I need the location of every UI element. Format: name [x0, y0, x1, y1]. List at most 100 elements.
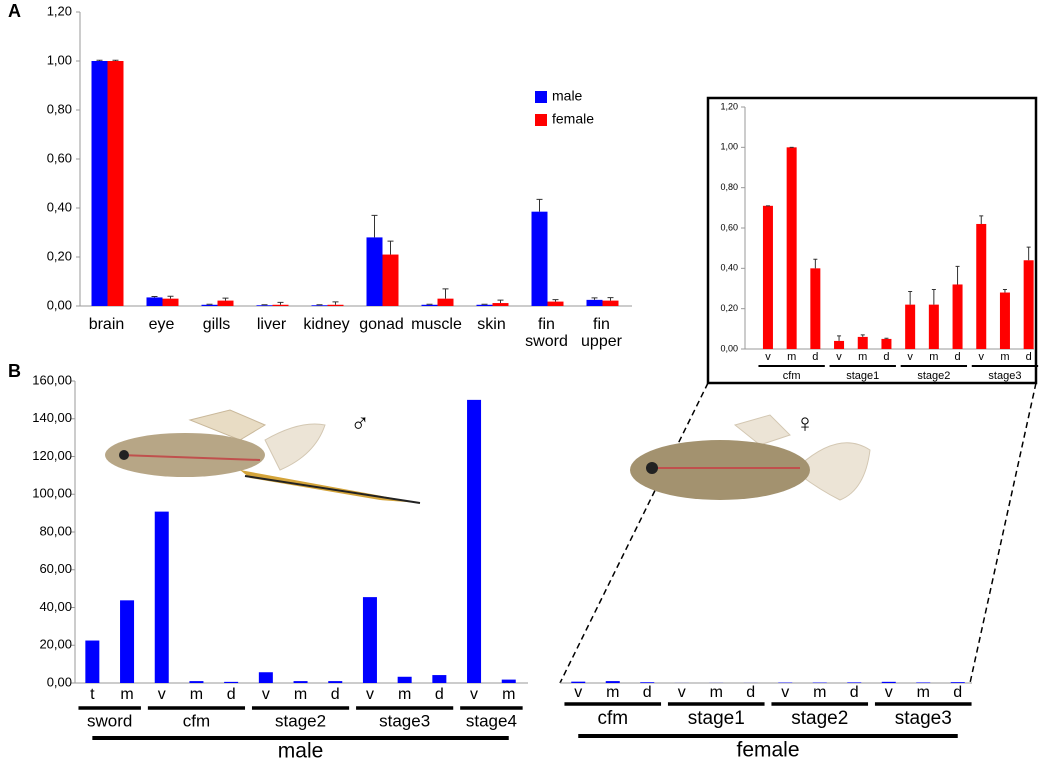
x-tick-label: m: [858, 351, 867, 363]
bar: [881, 681, 896, 683]
error-bar: [955, 265, 960, 285]
legend-label: female: [552, 111, 594, 127]
legend-label: male: [552, 88, 583, 104]
bar: [293, 681, 308, 683]
error-bar: [908, 291, 913, 305]
error-bar: [552, 299, 559, 302]
group-label: stage3: [895, 708, 952, 729]
bar: [928, 304, 939, 349]
group-label: stage4: [466, 711, 517, 730]
bar: [905, 304, 916, 349]
bar: [258, 672, 273, 683]
x-tick-label: gills: [202, 316, 231, 333]
x-tick-label: m: [787, 351, 796, 363]
bar: [881, 338, 892, 349]
x-tick-label: v: [158, 686, 166, 703]
y-tick-label: 0,60: [47, 150, 72, 165]
bar: [154, 511, 169, 683]
x-tick-label: v: [574, 684, 582, 701]
bar: [1023, 260, 1034, 349]
y-tick-label: 0,00: [720, 343, 738, 353]
error-bar: [813, 258, 818, 269]
bar: [382, 254, 399, 306]
x-tick-label: v: [979, 351, 985, 363]
error-bar: [96, 59, 103, 61]
legend-swatch: [535, 91, 547, 103]
error-bar: [371, 214, 378, 238]
group-label: stage1: [846, 370, 879, 382]
y-tick-label: 1,20: [720, 101, 738, 111]
y-tick-label: 0,00: [47, 297, 72, 312]
x-tick-label: v: [765, 351, 771, 363]
error-bar: [1002, 289, 1007, 293]
bar: [224, 681, 239, 683]
bar: [366, 237, 383, 306]
bar: [91, 61, 108, 306]
group-label: cfm: [183, 711, 210, 730]
error-bar: [860, 334, 865, 337]
error-bar: [387, 240, 394, 255]
x-tick-label: t: [90, 686, 95, 703]
bar: [327, 304, 344, 306]
group-label: stage2: [791, 708, 848, 729]
bar: [311, 305, 328, 306]
error-bar: [442, 288, 449, 299]
zoom-line: [969, 382, 1037, 684]
bar: [201, 304, 218, 306]
x-tick-label: fin upper: [581, 316, 622, 350]
error-bar: [497, 299, 504, 304]
bar: [810, 268, 821, 349]
x-tick-label: gonad: [359, 316, 404, 333]
bar: [834, 340, 845, 349]
error-bar: [222, 297, 229, 301]
x-tick-label: v: [907, 351, 913, 363]
y-tick-label: 60,00: [39, 561, 72, 576]
bar: [120, 600, 135, 683]
zoom-line: [559, 382, 709, 684]
bar: [501, 679, 516, 683]
error-bar: [167, 295, 174, 299]
x-tick-label: d: [227, 686, 236, 703]
group-label: stage2: [275, 711, 326, 730]
y-tick-label: 1,20: [47, 3, 72, 18]
bar: [256, 305, 273, 306]
legend-swatch: [535, 114, 547, 126]
x-tick-label: v: [678, 684, 686, 701]
group-label: cfm: [783, 370, 801, 382]
bar: [421, 304, 438, 306]
bar: [571, 681, 586, 683]
y-tick-label: 40,00: [39, 599, 72, 614]
bar: [976, 223, 987, 349]
bar: [437, 298, 454, 306]
panel-label: B: [8, 361, 21, 381]
bar: [328, 681, 343, 683]
x-tick-label: d: [850, 684, 859, 701]
bar: [531, 211, 548, 306]
x-tick-label: skin: [477, 316, 506, 333]
group-label: cfm: [597, 708, 628, 729]
y-tick-label: 0,20: [47, 248, 72, 263]
bar: [362, 597, 377, 683]
female-fish: [630, 414, 871, 501]
y-tick-label: 0,40: [720, 263, 738, 273]
bar: [916, 682, 931, 683]
bar: [397, 676, 412, 683]
x-tick-label: v: [262, 686, 270, 703]
x-tick-label: m: [294, 686, 307, 703]
x-tick-label: brain: [88, 316, 125, 333]
bar: [547, 301, 564, 306]
bar: [762, 205, 773, 349]
y-tick-label: 1,00: [720, 142, 738, 152]
error-bar: [837, 335, 842, 341]
error-bar: [884, 337, 889, 339]
x-tick-label: d: [1026, 351, 1032, 363]
bar: [162, 298, 179, 306]
x-tick-label: m: [502, 686, 515, 703]
bar: [952, 284, 963, 349]
y-tick-label: 0,80: [720, 182, 738, 192]
group-label: stage1: [688, 708, 745, 729]
x-tick-label: d: [643, 684, 652, 701]
bar: [857, 336, 868, 349]
